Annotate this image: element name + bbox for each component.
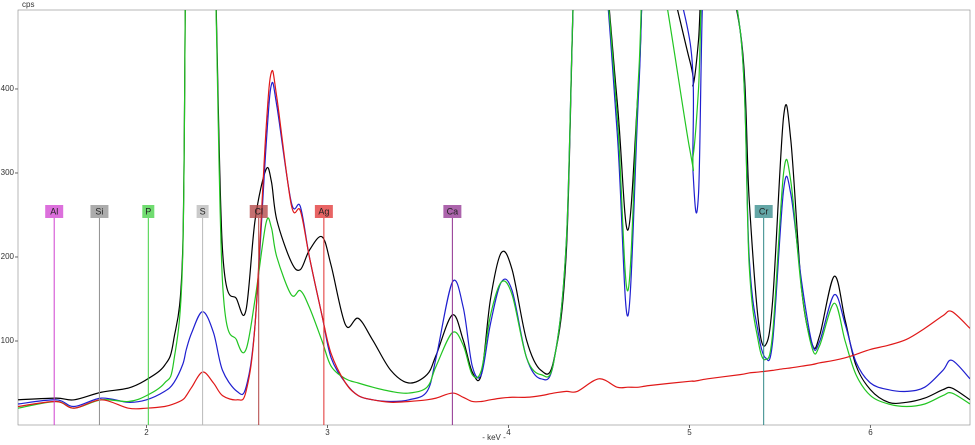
- element-label: Cr: [759, 206, 769, 216]
- x-tick-label: 2: [144, 428, 149, 437]
- element-tag: [90, 205, 109, 218]
- element-tag: [314, 205, 333, 218]
- element-label: Cl: [254, 206, 263, 216]
- element-label: Si: [95, 206, 103, 216]
- spectrum-line: [18, 70, 970, 410]
- y-tick-label: 300: [1, 168, 15, 177]
- element-tag: [142, 205, 155, 218]
- x-tick-label: 3: [325, 428, 330, 437]
- element-label: Ag: [318, 206, 329, 216]
- y-axis-label: cps: [22, 0, 34, 9]
- plot-frame: [17, 9, 971, 426]
- x-tick-label: 5: [687, 428, 692, 437]
- element-tag: [45, 205, 64, 218]
- element-tag: [249, 205, 268, 218]
- x-tick-label: 4: [506, 428, 511, 437]
- y-tick-label: 200: [1, 252, 15, 261]
- x-axis-label: - keV -: [482, 433, 506, 442]
- plot-area: [18, 10, 970, 410]
- element-tag: [754, 205, 773, 218]
- spectrum-line: [18, 10, 970, 405]
- element-label: Ca: [447, 206, 459, 216]
- element-label: P: [145, 206, 151, 216]
- x-tick-label: 6: [868, 428, 873, 437]
- y-tick-label: 400: [1, 84, 15, 93]
- element-label: Al: [50, 206, 58, 216]
- element-label: S: [200, 206, 206, 216]
- spectrum-line: [18, 10, 970, 409]
- y-tick-label: 100: [1, 336, 15, 345]
- element-tag: [443, 205, 462, 218]
- spectrum-line: [18, 10, 970, 408]
- element-tag: [196, 205, 209, 218]
